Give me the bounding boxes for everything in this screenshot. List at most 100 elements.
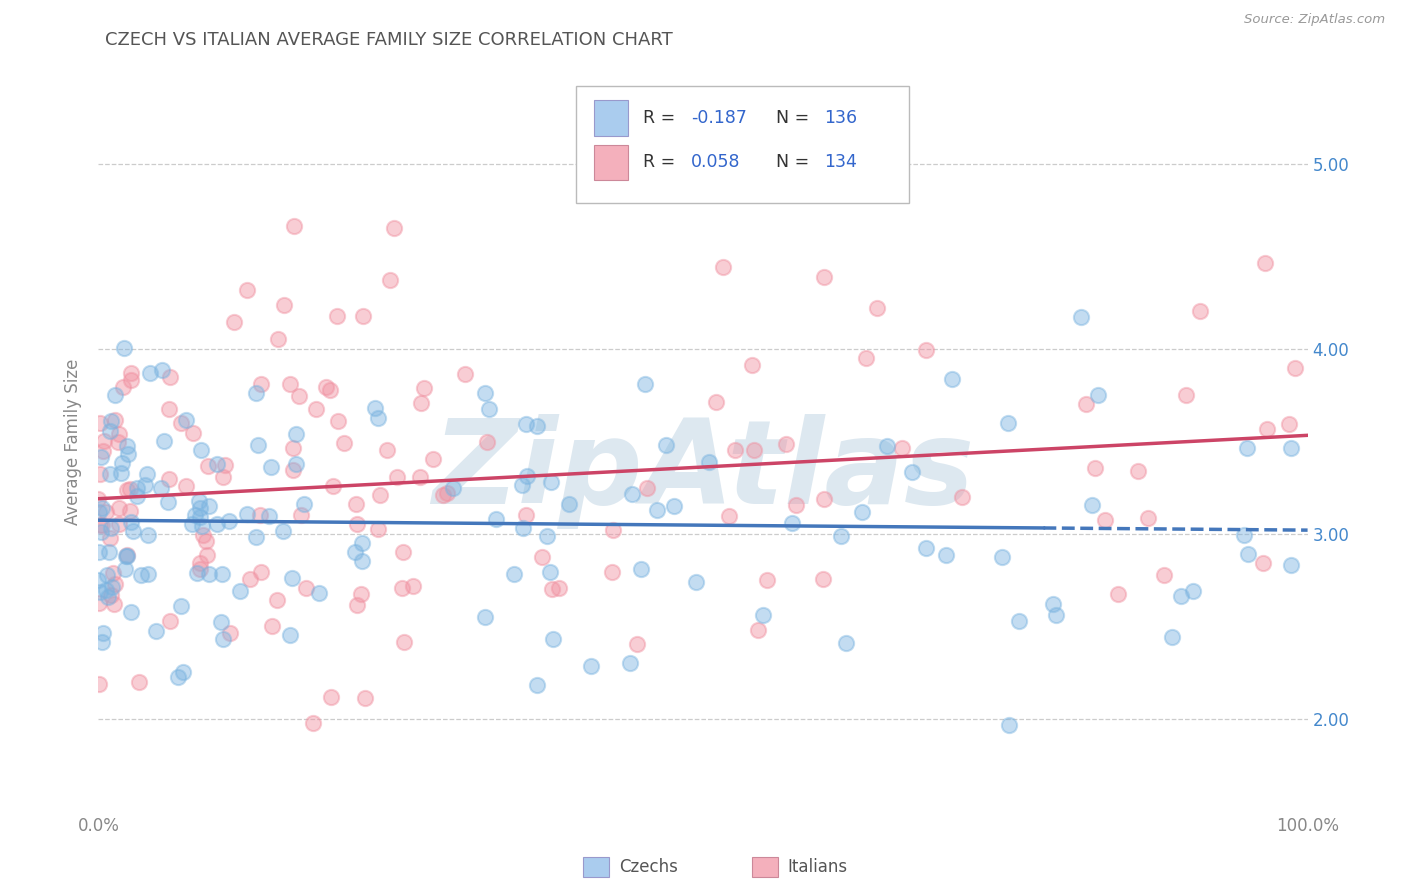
Point xyxy=(117,313,139,327)
Point xyxy=(851,455,873,469)
Point xyxy=(98,547,121,561)
Point xyxy=(441,591,464,606)
Point xyxy=(717,480,740,494)
Point xyxy=(93,694,115,708)
Point xyxy=(108,515,131,529)
Point xyxy=(170,500,193,514)
Point xyxy=(998,437,1021,451)
Point xyxy=(219,446,242,460)
Point xyxy=(346,365,368,379)
Point xyxy=(346,507,368,521)
Point xyxy=(380,330,402,344)
Point xyxy=(813,360,835,375)
Point xyxy=(866,627,889,641)
Point xyxy=(326,468,349,483)
Point xyxy=(87,323,110,337)
Point xyxy=(315,573,337,587)
Point xyxy=(186,584,208,599)
Point xyxy=(181,683,204,698)
Point xyxy=(1237,479,1260,493)
Point xyxy=(118,563,141,577)
Point xyxy=(211,570,233,584)
Point xyxy=(172,441,194,455)
Point xyxy=(211,549,233,564)
Point xyxy=(98,647,121,661)
Point xyxy=(188,616,211,631)
Point xyxy=(188,583,211,598)
Point xyxy=(87,431,110,445)
Point xyxy=(129,475,152,490)
Bar xyxy=(752,857,778,877)
Point xyxy=(98,337,121,351)
Point xyxy=(950,300,973,314)
Point xyxy=(100,622,122,636)
Point xyxy=(104,392,127,407)
Point xyxy=(662,388,685,402)
Point xyxy=(93,443,115,458)
Point xyxy=(333,463,356,477)
FancyBboxPatch shape xyxy=(576,87,908,203)
Point xyxy=(1084,573,1107,587)
Point xyxy=(392,376,415,391)
Point xyxy=(402,499,425,513)
Point xyxy=(328,397,350,411)
Point xyxy=(1170,554,1192,568)
Point xyxy=(1094,436,1116,450)
Point xyxy=(367,463,389,477)
Point xyxy=(174,416,197,430)
Point xyxy=(1174,603,1197,617)
Point xyxy=(531,497,554,511)
Point xyxy=(1281,479,1303,493)
Point xyxy=(322,360,344,375)
Point xyxy=(536,576,558,591)
Point xyxy=(267,547,290,561)
Point xyxy=(915,661,938,675)
Point xyxy=(90,609,112,624)
Point xyxy=(236,219,259,234)
Point xyxy=(685,477,707,491)
Point xyxy=(89,575,111,590)
Point xyxy=(382,579,405,593)
Point xyxy=(278,583,301,598)
Point xyxy=(107,567,129,582)
Point xyxy=(785,368,807,382)
Point xyxy=(548,589,571,603)
Point xyxy=(367,579,389,593)
Point xyxy=(475,434,498,449)
Point xyxy=(752,554,775,568)
Point xyxy=(352,524,374,538)
Point xyxy=(1087,637,1109,651)
Point xyxy=(747,289,769,303)
Point xyxy=(510,467,533,482)
Point xyxy=(1236,560,1258,574)
Point xyxy=(89,439,111,453)
Point xyxy=(145,356,167,370)
Point xyxy=(91,414,114,428)
Point xyxy=(302,222,325,236)
Point xyxy=(515,359,537,374)
Point xyxy=(139,388,162,402)
Point xyxy=(152,500,174,514)
Text: 136: 136 xyxy=(824,109,858,127)
Point xyxy=(250,524,273,538)
Point xyxy=(110,508,132,522)
Point xyxy=(835,615,858,630)
Point xyxy=(103,548,125,562)
Point xyxy=(319,369,342,384)
Point xyxy=(344,500,367,515)
Point xyxy=(120,588,142,602)
Point xyxy=(104,371,127,385)
Point xyxy=(184,484,207,499)
Point xyxy=(1045,619,1067,633)
Point xyxy=(1278,614,1301,628)
Point xyxy=(100,478,122,492)
Point xyxy=(159,277,181,291)
Point xyxy=(190,492,212,507)
Point xyxy=(104,583,127,598)
Point xyxy=(205,545,228,559)
Point xyxy=(87,510,110,524)
Point xyxy=(195,530,218,544)
Point xyxy=(775,576,797,591)
Point xyxy=(117,605,139,619)
Point xyxy=(997,444,1019,458)
